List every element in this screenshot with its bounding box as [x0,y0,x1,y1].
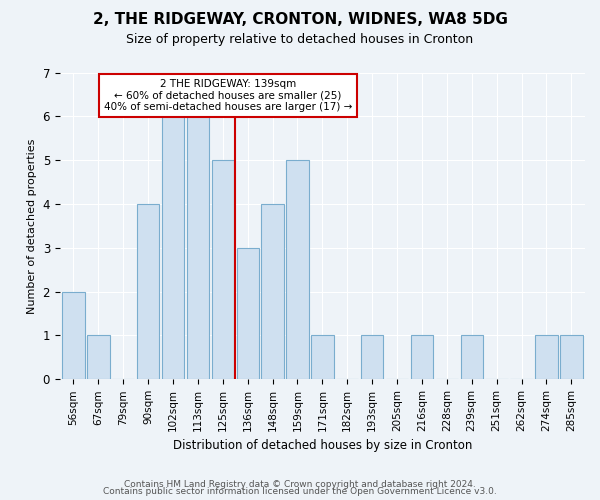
Bar [162,116,184,380]
Bar [311,336,334,380]
Bar [361,336,383,380]
Bar [262,204,284,380]
Text: 2, THE RIDGEWAY, CRONTON, WIDNES, WA8 5DG: 2, THE RIDGEWAY, CRONTON, WIDNES, WA8 5D… [92,12,508,28]
Bar [411,336,433,380]
Text: 2 THE RIDGEWAY: 139sqm
← 60% of detached houses are smaller (25)
40% of semi-det: 2 THE RIDGEWAY: 139sqm ← 60% of detached… [104,79,352,112]
Bar [87,336,110,380]
Y-axis label: Number of detached properties: Number of detached properties [27,138,37,314]
Text: Contains HM Land Registry data © Crown copyright and database right 2024.: Contains HM Land Registry data © Crown c… [124,480,476,489]
Bar [535,336,557,380]
Bar [187,116,209,380]
Bar [137,204,160,380]
Bar [212,160,234,380]
Text: Size of property relative to detached houses in Cronton: Size of property relative to detached ho… [127,32,473,46]
Bar [560,336,583,380]
Bar [236,248,259,380]
Text: Contains public sector information licensed under the Open Government Licence v3: Contains public sector information licen… [103,487,497,496]
X-axis label: Distribution of detached houses by size in Cronton: Distribution of detached houses by size … [173,440,472,452]
Bar [461,336,483,380]
Bar [286,160,308,380]
Bar [62,292,85,380]
